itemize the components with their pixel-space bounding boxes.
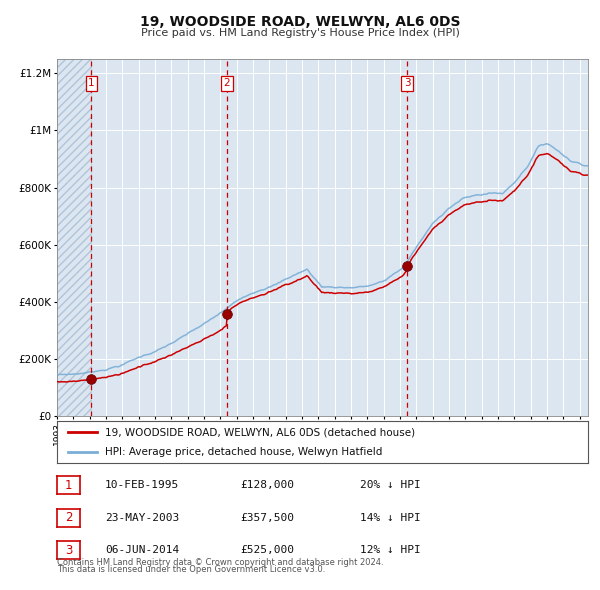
Text: 14% ↓ HPI: 14% ↓ HPI — [360, 513, 421, 523]
Text: 20% ↓ HPI: 20% ↓ HPI — [360, 480, 421, 490]
Text: £128,000: £128,000 — [240, 480, 294, 490]
Text: 12% ↓ HPI: 12% ↓ HPI — [360, 545, 421, 555]
Text: 3: 3 — [404, 78, 410, 88]
Text: 23-MAY-2003: 23-MAY-2003 — [105, 513, 179, 523]
Text: 06-JUN-2014: 06-JUN-2014 — [105, 545, 179, 555]
Text: This data is licensed under the Open Government Licence v3.0.: This data is licensed under the Open Gov… — [57, 565, 325, 574]
Text: 19, WOODSIDE ROAD, WELWYN, AL6 0DS (detached house): 19, WOODSIDE ROAD, WELWYN, AL6 0DS (deta… — [105, 427, 415, 437]
Text: 2: 2 — [223, 78, 230, 88]
Text: 19, WOODSIDE ROAD, WELWYN, AL6 0DS: 19, WOODSIDE ROAD, WELWYN, AL6 0DS — [140, 15, 460, 29]
Text: 10-FEB-1995: 10-FEB-1995 — [105, 480, 179, 490]
Text: 1: 1 — [65, 478, 72, 492]
Text: Contains HM Land Registry data © Crown copyright and database right 2024.: Contains HM Land Registry data © Crown c… — [57, 558, 383, 567]
Text: 1: 1 — [88, 78, 95, 88]
Text: 2: 2 — [65, 511, 72, 525]
Text: HPI: Average price, detached house, Welwyn Hatfield: HPI: Average price, detached house, Welw… — [105, 447, 382, 457]
Text: £525,000: £525,000 — [240, 545, 294, 555]
Text: £357,500: £357,500 — [240, 513, 294, 523]
Text: 3: 3 — [65, 543, 72, 557]
Text: Price paid vs. HM Land Registry's House Price Index (HPI): Price paid vs. HM Land Registry's House … — [140, 28, 460, 38]
